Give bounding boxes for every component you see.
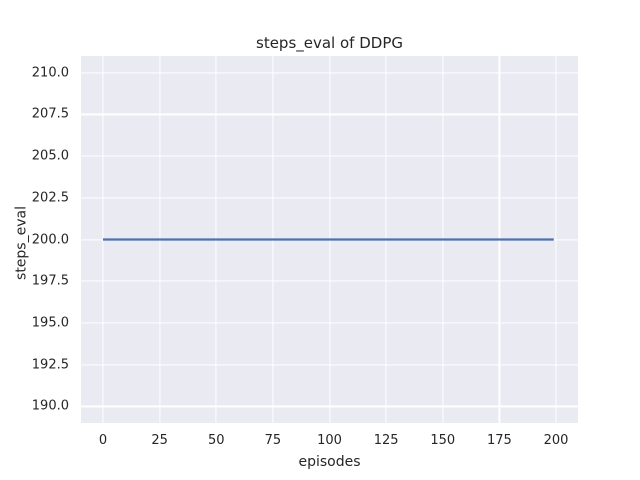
- x-tick-label: 75: [264, 433, 282, 448]
- chart-title: steps_eval of DDPG: [256, 34, 403, 52]
- y-gridline: [81, 72, 578, 74]
- x-tick-label: 25: [151, 433, 168, 448]
- y-tick-label: 207.5: [31, 106, 69, 122]
- x-tick-label: 175: [486, 433, 512, 448]
- y-tick-label: 210.0: [31, 65, 69, 81]
- y-tick-label: 202.5: [31, 190, 69, 206]
- y-tick-label: 192.5: [31, 357, 69, 373]
- series-layer: [102, 238, 554, 241]
- x-tick-label: 100: [317, 433, 342, 448]
- y-gridline: [81, 364, 578, 366]
- y-tick-label: 195.0: [31, 315, 69, 331]
- y-gridline: [81, 405, 578, 407]
- y-gridline: [81, 197, 578, 199]
- y-axis-label: steps_eval: [13, 206, 30, 280]
- y-gridline: [81, 113, 578, 115]
- plot-area: [81, 56, 578, 423]
- y-tick-label: 200.0: [31, 232, 69, 247]
- y-tick-label: 197.5: [31, 273, 69, 289]
- x-tick-label: 50: [207, 433, 225, 448]
- y-tick-label: 190.0: [31, 398, 69, 414]
- x-tick-label: 150: [430, 433, 456, 448]
- y-gridline: [81, 155, 578, 157]
- y-tick-label: 205.0: [31, 148, 69, 164]
- x-tick-label: 125: [373, 433, 399, 448]
- x-tick-label: 200: [543, 433, 569, 448]
- x-tick-label: 0: [98, 433, 108, 448]
- y-gridline: [81, 280, 578, 282]
- y-gridline: [81, 322, 578, 324]
- x-axis-label: episodes: [298, 454, 361, 470]
